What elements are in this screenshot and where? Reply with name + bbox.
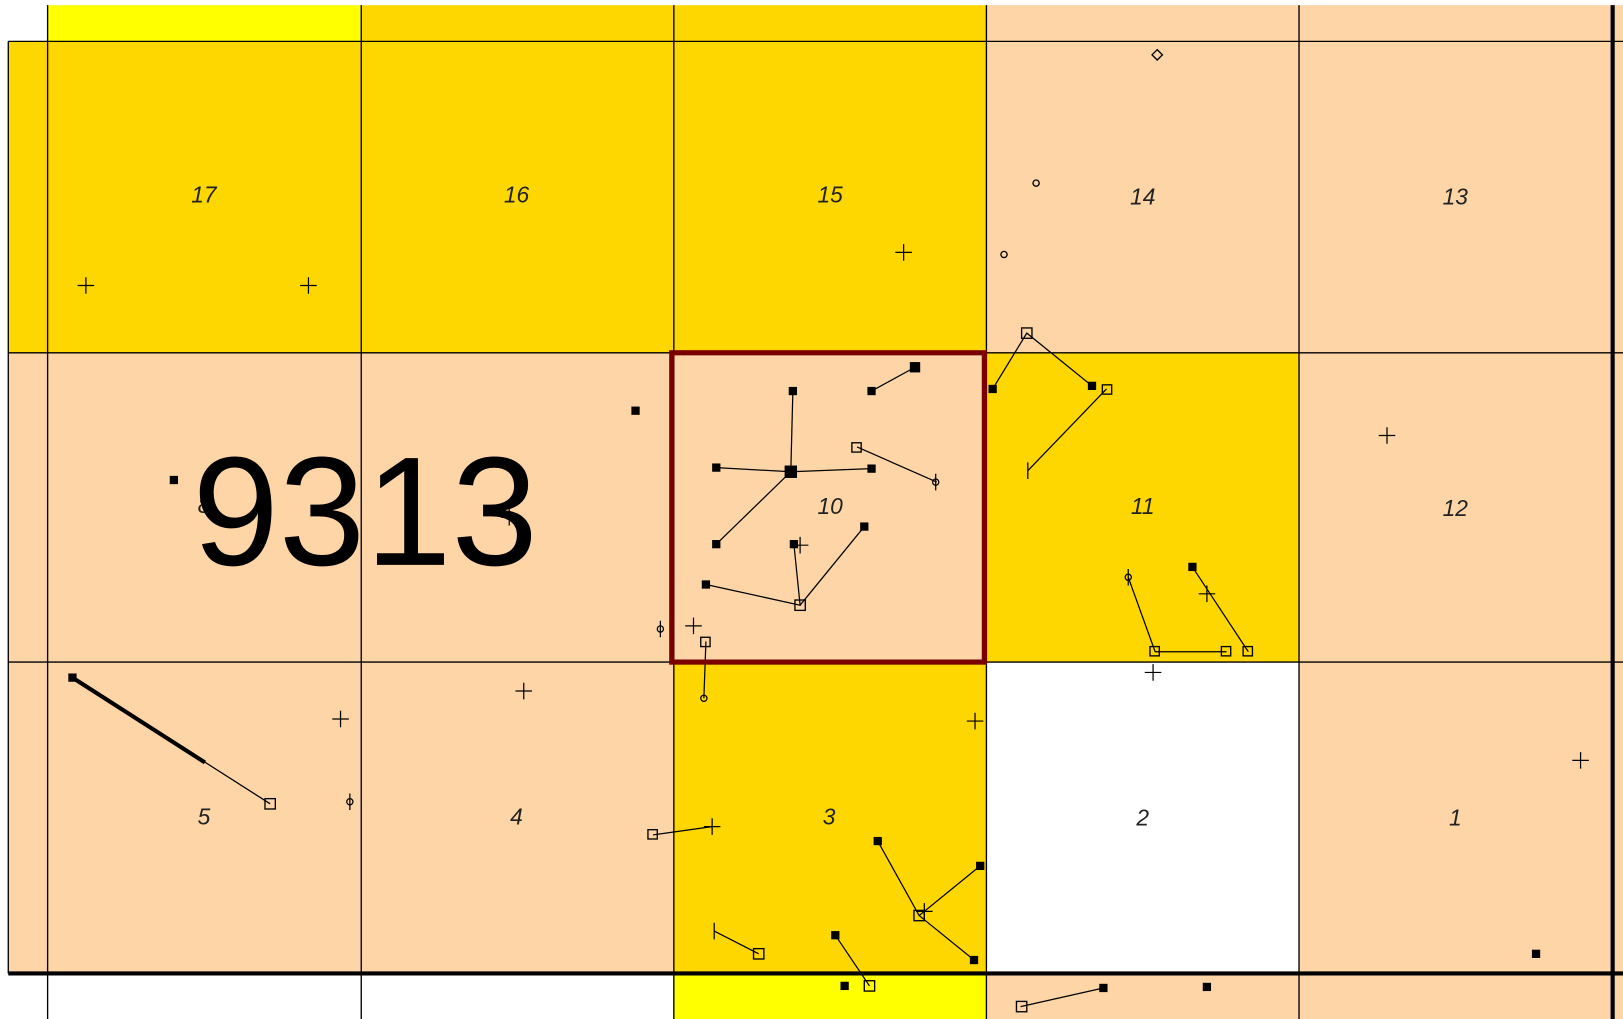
map-symbol bbox=[1000, 250, 1008, 259]
map-symbol bbox=[77, 244, 1589, 940]
map-symbol bbox=[631, 406, 640, 415]
parcel bbox=[8, 41, 987, 353]
map-symbol bbox=[1020, 327, 1033, 339]
section-label: 4 bbox=[510, 803, 523, 829]
map-symbol bbox=[976, 861, 985, 871]
map-symbol bbox=[71, 675, 207, 765]
map-symbol bbox=[863, 980, 876, 992]
map-symbol bbox=[784, 465, 798, 478]
selected-section bbox=[669, 350, 987, 665]
section-label: 2 bbox=[1135, 804, 1149, 830]
parcel bbox=[673, 662, 987, 974]
section-label: 14 bbox=[1130, 184, 1155, 210]
map-symbol bbox=[68, 362, 1541, 993]
map-symbol bbox=[1032, 179, 1040, 187]
section-label: 12 bbox=[1443, 495, 1469, 521]
map-symbol bbox=[860, 522, 869, 531]
map-symbol bbox=[752, 947, 765, 960]
map-symbol bbox=[788, 386, 798, 396]
section-label: 11 bbox=[1131, 493, 1155, 519]
map-symbol bbox=[77, 244, 1589, 920]
map-symbol bbox=[712, 540, 721, 549]
parcel bbox=[47, 5, 362, 42]
parcel bbox=[986, 5, 1623, 42]
map-symbol bbox=[700, 694, 708, 703]
map-symbol bbox=[1087, 381, 1097, 391]
map-symbol bbox=[789, 540, 799, 549]
section-label: 8 bbox=[198, 492, 211, 518]
map-symbol bbox=[1151, 48, 1164, 61]
map-symbol bbox=[346, 798, 354, 806]
map-symbol bbox=[349, 462, 1129, 940]
section-labels: 17 16 15 14 13 8 10 11 12 5 4 3 2 1 bbox=[191, 182, 1468, 831]
map-symbol bbox=[701, 580, 711, 589]
map-symbol bbox=[1202, 982, 1212, 992]
map-symbol bbox=[988, 384, 997, 394]
section-label: 13 bbox=[1443, 184, 1469, 210]
map-symbol bbox=[1124, 573, 1132, 581]
map-symbol bbox=[1220, 645, 1232, 657]
map-symbol bbox=[969, 955, 979, 965]
map-symbol bbox=[700, 636, 711, 648]
map-symbol bbox=[909, 362, 921, 373]
map-symbol bbox=[712, 463, 721, 472]
map-symbol bbox=[1149, 645, 1160, 657]
section-label: 3 bbox=[823, 803, 836, 829]
map-symbol bbox=[840, 981, 849, 991]
map-symbol bbox=[851, 442, 862, 453]
section-label: 17 bbox=[191, 182, 218, 208]
map-symbol bbox=[264, 48, 1254, 1013]
parcel bbox=[986, 662, 1300, 974]
section-label: 16 bbox=[504, 182, 530, 208]
section-grid bbox=[7, 5, 1623, 1019]
map-symbol bbox=[1101, 384, 1113, 395]
map-symbol bbox=[873, 836, 882, 846]
map-symbol bbox=[867, 464, 876, 473]
section-label: 1 bbox=[1449, 804, 1462, 830]
map-symbol bbox=[1188, 562, 1197, 572]
parcel bbox=[986, 41, 1623, 353]
parcel bbox=[986, 973, 1623, 1019]
map-symbol bbox=[647, 829, 658, 840]
township-label: 9313 bbox=[193, 424, 538, 598]
map-symbol bbox=[1242, 645, 1254, 657]
map-symbol bbox=[264, 797, 277, 810]
section-label: 5 bbox=[198, 803, 211, 829]
map-symbol bbox=[68, 673, 77, 682]
section-label: 15 bbox=[817, 182, 843, 208]
map-symbol bbox=[1531, 949, 1541, 958]
section-label: 10 bbox=[817, 493, 843, 519]
map-symbol bbox=[794, 599, 806, 612]
map-symbol bbox=[656, 625, 665, 633]
map-symbol bbox=[831, 931, 840, 940]
map-symbol bbox=[931, 478, 940, 486]
map-symbol bbox=[169, 475, 179, 485]
parcel bbox=[986, 352, 1300, 663]
map-symbol bbox=[1099, 983, 1108, 993]
map-symbol bbox=[867, 386, 876, 396]
map-symbol bbox=[1015, 1000, 1028, 1013]
parcel bbox=[673, 973, 987, 1019]
wells bbox=[68, 48, 1589, 1013]
